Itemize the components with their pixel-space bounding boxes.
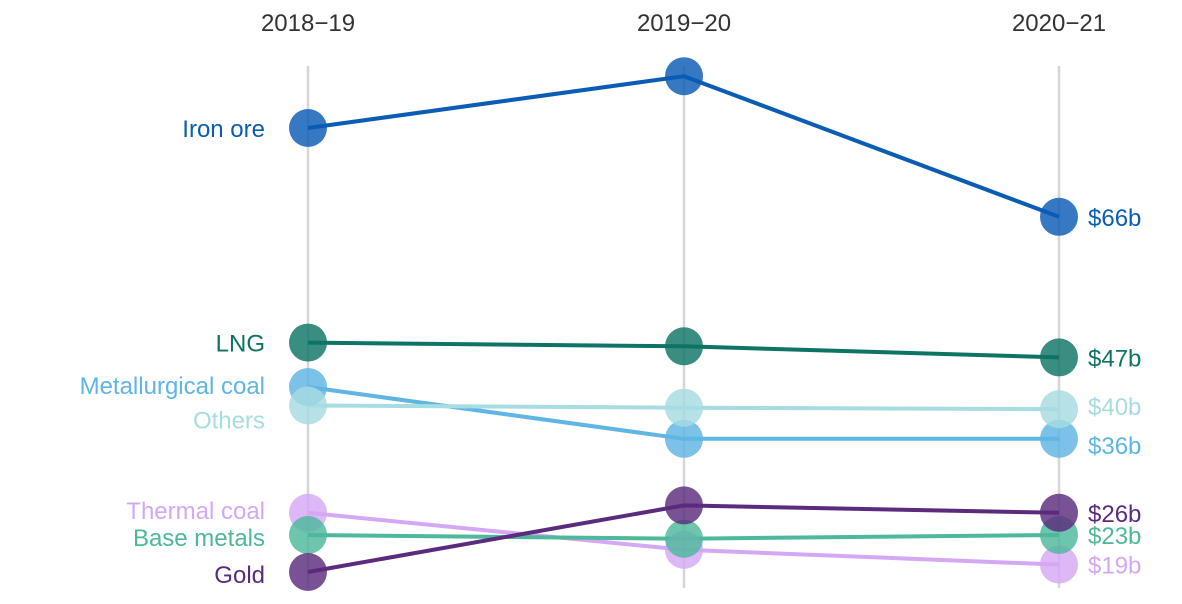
point-iron-ore-0 xyxy=(289,109,327,147)
end-value-base-metals: $23b xyxy=(1088,523,1141,550)
point-others-1 xyxy=(665,388,703,427)
point-others-2 xyxy=(1040,390,1078,429)
series-labels: Iron ore $66b LNG $47b Metallurgical coal $36… xyxy=(80,116,1142,589)
point-gold-0 xyxy=(289,553,327,591)
end-value-metallurgical-coal: $36b xyxy=(1088,433,1141,460)
series-name-gold: Gold xyxy=(214,562,265,589)
series-name-thermal-coal: Thermal coal xyxy=(126,498,265,525)
series-name-iron-ore: Iron ore xyxy=(182,116,265,143)
series-name-lng: LNG xyxy=(216,331,265,358)
series-name-base-metals: Base metals xyxy=(133,525,265,552)
point-base-metals-0 xyxy=(289,516,327,554)
period-labels: 2018−19 2019−20 2020−21 xyxy=(261,10,1106,37)
period-label-2019-20: 2019−20 xyxy=(637,10,731,37)
point-iron-ore-1 xyxy=(665,57,703,96)
end-value-gold: $26b xyxy=(1088,501,1141,528)
point-thermal-coal-2 xyxy=(1040,545,1078,584)
point-base-metals-1 xyxy=(665,519,703,558)
period-label-2020-21: 2020−21 xyxy=(1012,10,1106,37)
end-value-thermal-coal: $19b xyxy=(1088,553,1141,580)
point-gold-1 xyxy=(665,486,703,525)
point-metallurgical-coal-1 xyxy=(665,419,703,458)
point-lng-2 xyxy=(1040,338,1078,377)
series-points xyxy=(289,57,1078,591)
point-iron-ore-2 xyxy=(1040,197,1078,236)
point-lng-1 xyxy=(665,327,703,366)
end-value-iron-ore: $66b xyxy=(1088,205,1141,232)
point-metallurgical-coal-2 xyxy=(1040,419,1078,458)
point-gold-2 xyxy=(1040,493,1078,532)
end-value-others: $40b xyxy=(1088,394,1141,421)
period-label-2018-19: 2018−19 xyxy=(261,10,355,37)
series-name-metallurgical-coal: Metallurgical coal xyxy=(80,373,265,400)
end-value-lng: $47b xyxy=(1088,345,1141,372)
point-lng-0 xyxy=(289,323,327,362)
point-others-0 xyxy=(289,386,327,425)
series-name-others: Others xyxy=(193,408,265,435)
